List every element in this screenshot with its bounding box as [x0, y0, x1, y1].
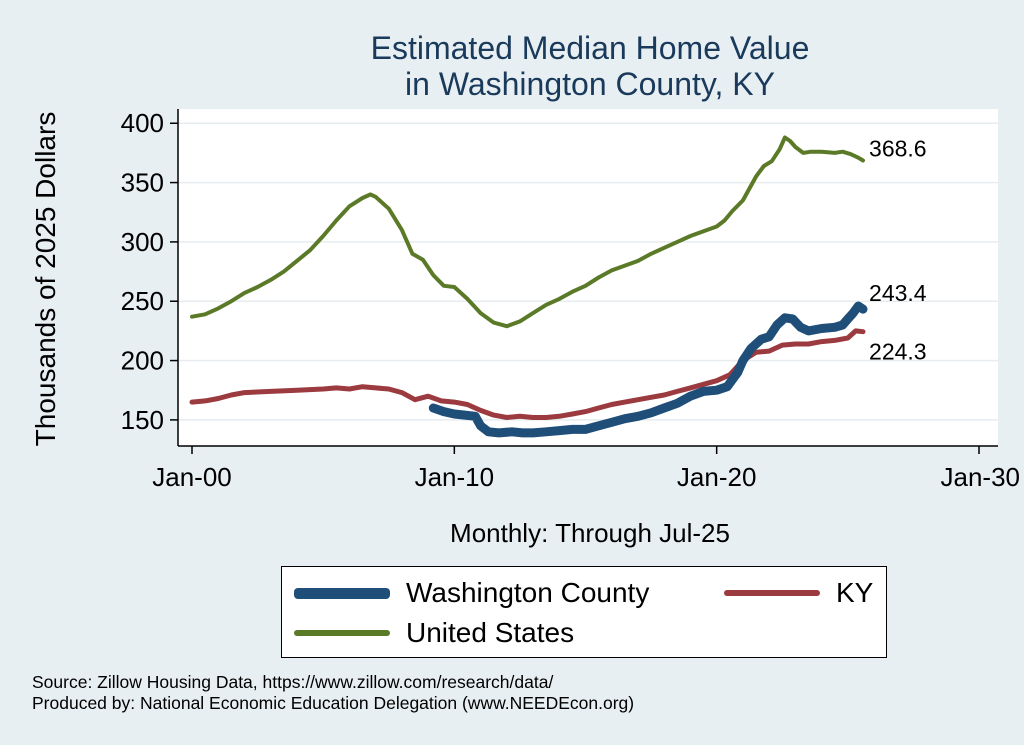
y-tick-label: 200 [121, 346, 164, 376]
y-tick-label: 250 [121, 286, 164, 316]
legend-swatch [724, 590, 820, 596]
end-value-label: 368.6 [869, 135, 927, 161]
legend-label: United States [406, 617, 575, 648]
producer-note: Produced by: National Economic Education… [32, 693, 635, 713]
legend-swatch [294, 587, 390, 599]
x-axis-label: Monthly: Through Jul-25 [450, 518, 730, 548]
source-note: Source: Zillow Housing Data, https://www… [32, 672, 554, 692]
legend-item-ky: KY [724, 577, 873, 609]
chart-subtitle: in Washington County, KY [405, 66, 775, 102]
legend-label: KY [836, 577, 874, 608]
x-tick-label: Jan-30 [941, 462, 1021, 492]
chart-title: Estimated Median Home Value [370, 30, 810, 66]
y-tick-label: 300 [121, 227, 164, 257]
legend: Washington County KY United States [281, 566, 887, 658]
y-tick-label: 350 [121, 168, 164, 198]
x-tick-label: Jan-10 [415, 462, 495, 492]
y-tick-label: 150 [121, 405, 164, 435]
series-line-ky [189, 328, 866, 420]
x-tick-label: Jan-20 [677, 462, 757, 492]
legend-swatch [294, 630, 390, 636]
y-tick-label: 400 [121, 108, 164, 138]
x-tick-label: Jan-00 [152, 462, 232, 492]
end-value-label: 243.4 [869, 280, 927, 306]
line-chart: 150 200 250 300 350 400 Jan-00 Jan-10 Jan-20 Jan-… [121, 108, 1021, 492]
end-value-label: 224.3 [869, 339, 927, 365]
series-line-washington-county [428, 301, 868, 438]
series-line-united-states [190, 135, 865, 329]
legend-label: Washington County [406, 577, 650, 608]
legend-item-washington-county: Washington County [294, 577, 649, 609]
legend-item-united-states: United States [294, 617, 574, 649]
